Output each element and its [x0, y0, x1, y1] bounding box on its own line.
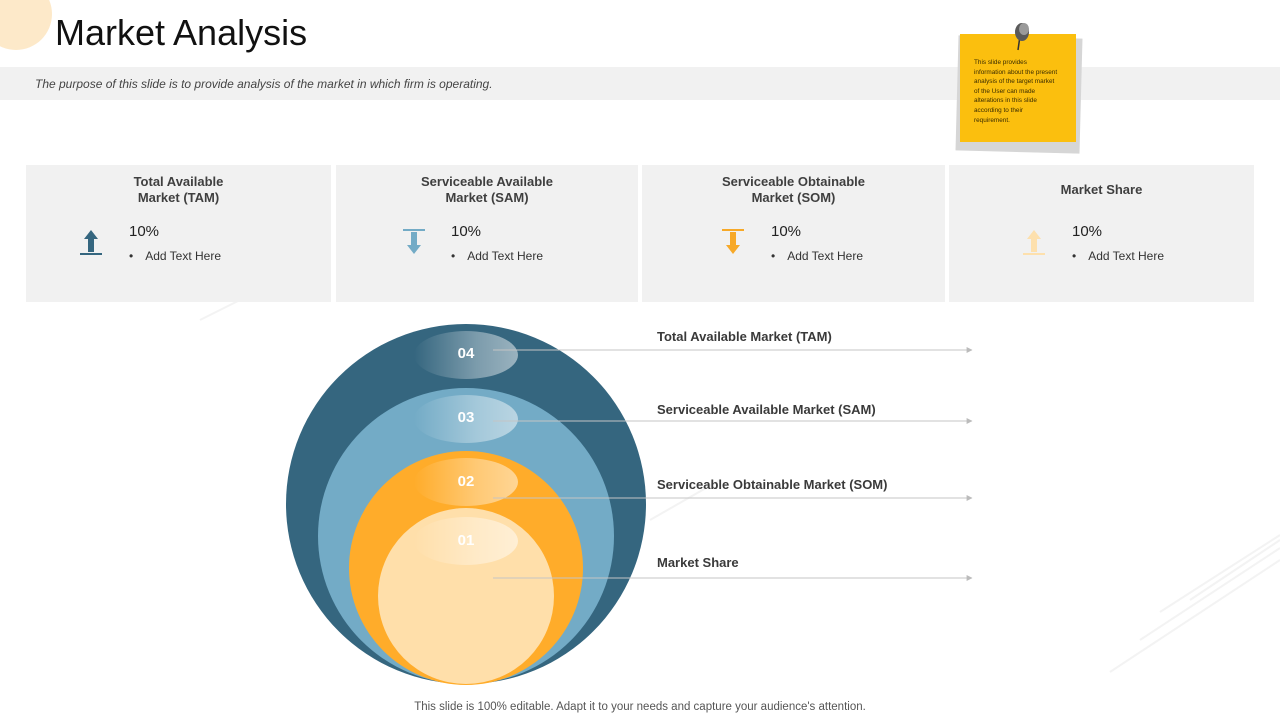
card-value: 10%	[451, 223, 482, 240]
card-bullet: Add Text Here	[451, 249, 543, 263]
highlight-04	[414, 331, 518, 379]
arrow-up-icon	[1023, 230, 1045, 255]
level-number-01: 01	[458, 532, 475, 549]
level-number-03: 03	[458, 409, 475, 426]
card-value: 10%	[1072, 223, 1103, 240]
card-bullet: Add Text Here	[1072, 249, 1164, 263]
push-pin-icon	[1015, 23, 1029, 51]
arrow-down-icon	[722, 229, 744, 254]
level-label-sam: Serviceable Available Market (SAM)	[657, 402, 876, 417]
slide-footer: This slide is 100% editable. Adapt it to…	[414, 701, 866, 713]
sticky-note	[960, 34, 1076, 142]
card-value: 10%	[771, 223, 802, 240]
sticky-note-text: This slide provides information about th…	[974, 59, 1058, 124]
card-title: Serviceable Obtainable Market (SOM)	[721, 174, 866, 205]
card-market-share: Market Share 10% Add Text Here	[949, 165, 1254, 302]
highlight-02	[414, 458, 518, 506]
slide-title: Market Analysis	[55, 12, 308, 53]
card-som: Serviceable Obtainable Market (SOM) 10% …	[642, 165, 945, 302]
card-tam: Total Available Market (TAM) 10% Add Tex…	[26, 165, 331, 302]
card-title: Serviceable Available Market (SAM)	[420, 174, 553, 205]
card-value: 10%	[129, 223, 160, 240]
highlight-03	[414, 395, 518, 443]
card-title: Market Share	[1060, 182, 1143, 197]
arrow-up-icon	[80, 230, 102, 255]
level-label-market-share: Market Share	[657, 555, 739, 570]
card-title: Total Available Market (TAM)	[133, 174, 224, 205]
card-bullet: Add Text Here	[771, 249, 863, 263]
arrow-down-icon	[403, 229, 425, 254]
card-bullet: Add Text Here	[129, 249, 221, 263]
highlight-01	[414, 517, 518, 565]
slide-subtitle: The purpose of this slide is to provide …	[35, 77, 493, 91]
level-number-04: 04	[458, 345, 475, 362]
level-label-tam: Total Available Market (TAM)	[657, 329, 832, 344]
card-sam: Serviceable Available Market (SAM) 10% A…	[336, 165, 638, 302]
level-label-som: Serviceable Obtainable Market (SOM)	[657, 477, 887, 492]
level-number-02: 02	[458, 473, 475, 490]
